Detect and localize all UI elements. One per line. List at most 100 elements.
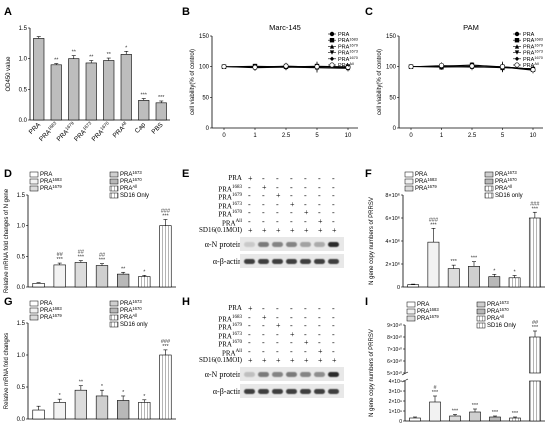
blot-sign: -: [262, 199, 265, 209]
blot-sign: -: [290, 182, 293, 192]
legend-label: PRA1683: [415, 177, 437, 185]
bar: [50, 64, 62, 121]
y-tick-label: 150: [386, 34, 397, 40]
blot-sign: -: [304, 174, 307, 183]
blot-sign: -: [248, 182, 251, 192]
legend-swatch: [476, 308, 486, 315]
y-tick-label: 1.0: [19, 57, 28, 63]
significance-mark: ***: [430, 222, 437, 228]
y-tick-label: 1.0: [17, 224, 26, 230]
blot-sign: +: [276, 321, 281, 331]
blot-sign: -: [276, 312, 279, 322]
legend-label: PRA1670: [338, 56, 358, 63]
x-tick-label: 0: [222, 133, 226, 139]
n-protein-band: [300, 372, 311, 378]
blot-sign: +: [304, 355, 309, 365]
legend-label: PRA1673: [523, 50, 543, 57]
legend-swatch: [109, 321, 119, 328]
significance-mark: *: [143, 269, 146, 275]
blot-sign: -: [318, 174, 321, 183]
blot-sign: -: [318, 312, 321, 322]
data-point: [314, 64, 320, 70]
bar: [489, 416, 501, 422]
n-protein-band: [300, 242, 311, 248]
blot-sign: -: [332, 347, 335, 356]
legend-label: PRAAll: [120, 184, 137, 192]
actin-band: [286, 389, 297, 395]
legend-swatch: [404, 185, 414, 192]
bar: [508, 277, 521, 288]
x-tick-label: PRA: [28, 121, 43, 136]
blot-sign: +: [318, 347, 323, 356]
blot-sign: +: [248, 225, 253, 235]
panel-letter-b: B: [182, 6, 190, 18]
x-tick-label: 0: [409, 133, 413, 139]
blot-sign: -: [304, 329, 307, 339]
blot-sign: +: [276, 191, 281, 201]
legend-label: PRA: [40, 301, 52, 307]
significance-mark: ##: [57, 252, 64, 258]
y-tick-label: 1.5: [17, 321, 26, 327]
legend-label: PRA: [40, 172, 52, 178]
legend-label: PRA1679: [523, 43, 543, 50]
actin-band: [300, 389, 311, 395]
blot-row-label: SD16(0.1MOI): [199, 225, 242, 234]
legend-label: PRA: [417, 302, 429, 308]
data-point: [500, 64, 506, 70]
blot-sign: +: [304, 338, 309, 348]
blot-sign: -: [262, 174, 265, 183]
significance-mark: ###: [161, 209, 171, 215]
actin-band: [300, 259, 311, 265]
n-protein-band: [272, 372, 283, 378]
legend-label: PRA1679: [338, 43, 358, 50]
legend-swatch: [109, 178, 119, 185]
x-tick-label: 1: [440, 133, 444, 139]
y-axis-label: Relative mRNA fold changes: [4, 333, 10, 409]
western-blot-e: PRA + - - - - - - PRA1683- + - - - - - PRA1679- - + - - - - PR…: [180, 165, 365, 295]
bar: [159, 354, 172, 420]
significance-mark: *: [143, 394, 146, 400]
bar: [138, 100, 150, 121]
legend-swatch: [476, 322, 486, 329]
legend-label: PRA1673: [120, 299, 142, 307]
blot-sign: -: [276, 329, 279, 339]
significance-mark: ##: [78, 250, 85, 256]
blot-sign: -: [332, 199, 335, 209]
blot-sign: +: [332, 225, 337, 235]
legend-label: PRA1679: [40, 184, 62, 192]
blot-sign: +: [276, 225, 281, 235]
y-tick-label: 6×10¹⁰: [387, 359, 402, 365]
legend-swatch: [476, 315, 486, 322]
blot-row-label: PRA1670: [218, 340, 242, 349]
legend-swatch: [29, 307, 39, 314]
blot-sign: +: [248, 304, 253, 313]
y-tick-label: 50: [202, 95, 209, 101]
significance-mark: ***: [78, 255, 85, 261]
bar: [468, 266, 480, 288]
legend-label: PRA1679: [417, 314, 439, 322]
blot-sign: -: [276, 199, 279, 209]
blot-sign: -: [262, 304, 265, 313]
blot-sign: -: [248, 217, 251, 226]
data-point: [252, 64, 258, 70]
blot-sign: -: [332, 338, 335, 348]
chart-panel-i: 5×10¹⁰ 6×10¹⁰ 7×10¹⁰ 8×10¹⁰ 9×10¹⁰ 0 1×10⁹ 2×10…: [369, 300, 545, 425]
significance-mark: ***: [512, 411, 519, 417]
blot-sign: +: [262, 182, 267, 192]
blot-sign: -: [304, 217, 307, 226]
blot-sign: +: [304, 208, 309, 218]
blot-row-label: PRAAll: [221, 219, 242, 228]
legend-swatch: [404, 171, 414, 178]
bar: [32, 409, 45, 420]
legend-swatch: [404, 178, 414, 185]
legend-swatch: [29, 185, 39, 192]
significance-mark: ***: [452, 409, 459, 415]
legend-label: PRA: [338, 32, 350, 38]
western-blot-h: PRA + - - - - - - PRA1683- + - - - - - PRA1679- - + - - - - PR…: [180, 295, 365, 429]
significance-mark: ***: [162, 214, 169, 220]
legend-swatch: [29, 171, 39, 178]
blot-sign: -: [276, 208, 279, 218]
blot-sign: -: [332, 312, 335, 322]
bar: [32, 283, 45, 288]
data-point: [345, 64, 351, 70]
